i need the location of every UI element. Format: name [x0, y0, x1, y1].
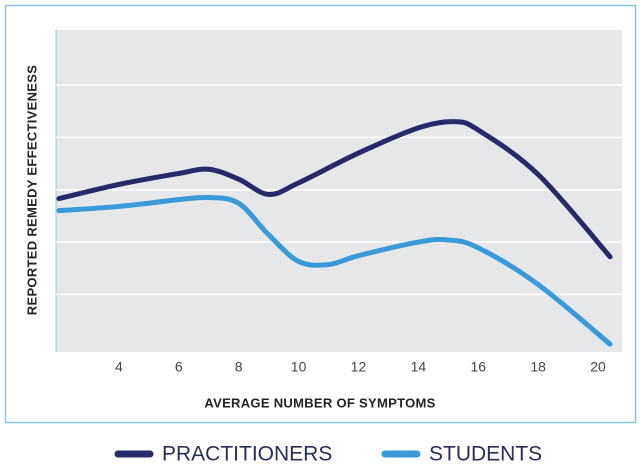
x-tick-label: 12	[351, 359, 367, 375]
x-axis-title: AVERAGE NUMBER OF SYMPTOMS	[204, 395, 435, 410]
x-tick-label: 4	[115, 359, 123, 375]
x-tick-label: 14	[411, 359, 427, 375]
legend-label: PRACTITIONERS	[162, 443, 332, 466]
series-line	[56, 194, 613, 347]
x-tick-label: 18	[530, 359, 546, 375]
x-tick-label: 20	[590, 359, 606, 375]
plot-area	[56, 30, 622, 352]
x-tick-label: 16	[470, 359, 486, 375]
x-tick-label: 10	[291, 359, 307, 375]
x-tick-label: 6	[175, 359, 183, 375]
series-line	[56, 119, 613, 260]
x-tick-label: 8	[235, 359, 243, 375]
y-axis-title: REPORTED REMEDY EFFECTIVENESS	[24, 65, 39, 315]
legend-label: STUDENTS	[429, 443, 542, 466]
